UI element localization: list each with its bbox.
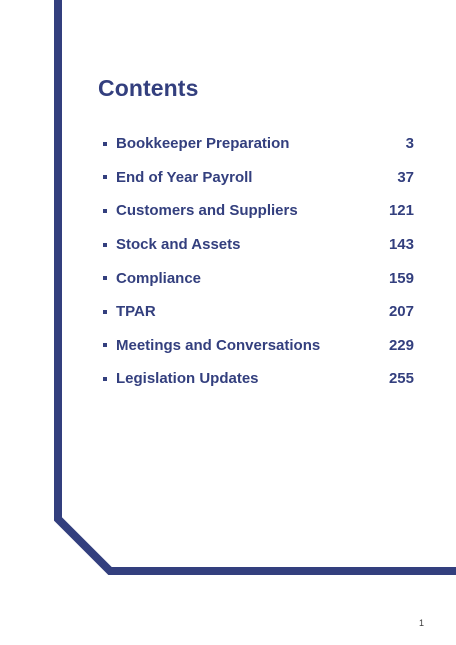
toc-item-page: 159 — [388, 269, 414, 287]
toc-item-label: End of Year Payroll — [116, 168, 253, 186]
toc-item-label: TPAR — [116, 303, 156, 321]
footer-page-number: 1 — [418, 618, 424, 628]
toc-item-page: 229 — [388, 336, 414, 354]
toc-item[interactable]: Bookkeeper Preparation 3 — [100, 127, 414, 161]
bullet-icon — [103, 276, 107, 281]
toc-item[interactable]: End of Year Payroll 37 — [100, 161, 414, 195]
toc-item[interactable]: Compliance 159 — [100, 261, 414, 295]
toc-item[interactable]: Stock and Assets 143 — [100, 228, 414, 262]
bullet-icon — [103, 343, 107, 348]
toc-item[interactable]: Meetings and Conversations 229 — [100, 329, 414, 363]
toc-item-label: Bookkeeper Preparation — [116, 135, 290, 153]
toc-item-page: 37 — [397, 168, 414, 186]
toc-item-label: Compliance — [116, 269, 202, 287]
table-of-contents: Bookkeeper Preparation 3 End of Year Pay… — [100, 127, 414, 396]
toc-item-label: Meetings and Conversations — [116, 336, 321, 354]
toc-item-label: Legislation Updates — [116, 370, 259, 388]
toc-item[interactable]: TPAR 207 — [100, 295, 414, 329]
toc-item-page: 255 — [388, 370, 414, 388]
toc-item[interactable]: Legislation Updates 255 — [100, 362, 414, 396]
toc-item-page: 207 — [388, 303, 414, 321]
toc-item[interactable]: Customers and Suppliers 121 — [100, 194, 414, 228]
toc-item-label: Stock and Assets — [116, 236, 241, 254]
bullet-icon — [103, 208, 107, 213]
bullet-icon — [103, 309, 107, 314]
bullet-icon — [103, 242, 107, 247]
bullet-icon — [103, 376, 107, 381]
toc-item-page: 121 — [388, 202, 414, 220]
bullet-icon — [103, 141, 107, 146]
toc-item-page: 3 — [405, 135, 414, 153]
toc-item-label: Customers and Suppliers — [116, 202, 298, 220]
toc-item-page: 143 — [388, 236, 414, 254]
bullet-icon — [103, 175, 107, 180]
contents-title: Contents — [98, 75, 199, 101]
